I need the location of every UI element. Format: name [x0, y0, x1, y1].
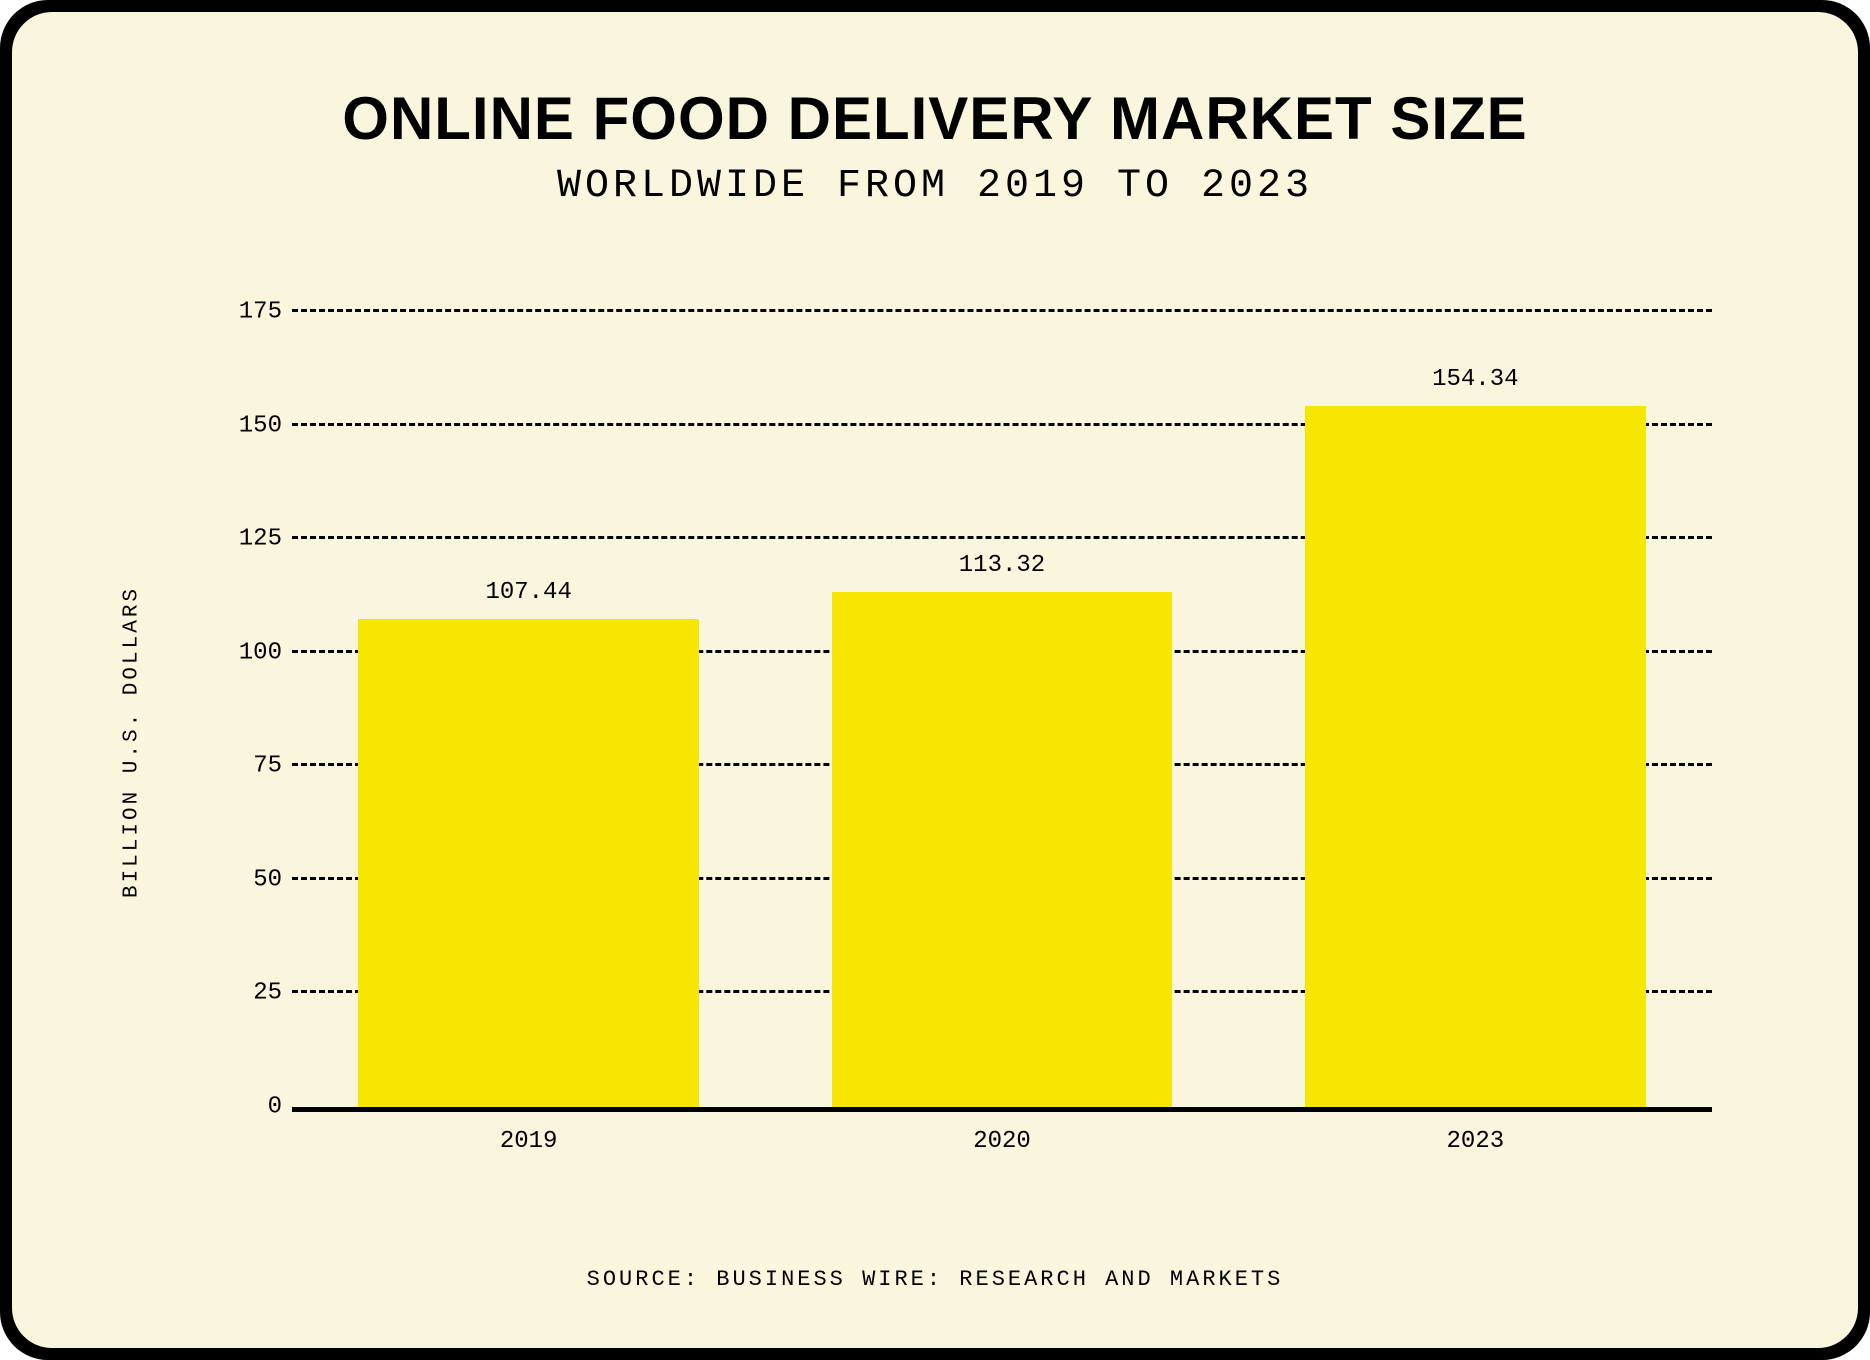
x-tick-label: 2019: [500, 1128, 558, 1155]
y-tick-label: 50: [222, 866, 282, 893]
chart-area: BILLION U.S. DOLLARS 0255075100125150175…: [192, 292, 1732, 1192]
outer-frame: ONLINE FOOD DELIVERY MARKET SIZE WORLDWI…: [0, 0, 1870, 1360]
y-tick-label: 125: [222, 526, 282, 553]
y-tick-label: 75: [222, 753, 282, 780]
gridline: [292, 309, 1712, 312]
chart-panel: ONLINE FOOD DELIVERY MARKET SIZE WORLDWI…: [12, 12, 1858, 1348]
bar: 113.32: [832, 592, 1173, 1107]
y-tick-label: 0: [222, 1094, 282, 1121]
plot-area: 0255075100125150175107.442019113.3220201…: [292, 312, 1712, 1112]
bar-value-label: 113.32: [959, 552, 1045, 579]
y-axis-label: BILLION U.S. DOLLARS: [121, 586, 144, 898]
y-tick-label: 25: [222, 980, 282, 1007]
y-tick-label: 100: [222, 639, 282, 666]
x-tick-label: 2023: [1447, 1128, 1505, 1155]
source-caption: SOURCE: BUSINESS WIRE: RESEARCH AND MARK…: [12, 1267, 1858, 1292]
bar: 154.34: [1305, 406, 1646, 1107]
chart-title: ONLINE FOOD DELIVERY MARKET SIZE: [12, 84, 1858, 153]
x-tick-label: 2020: [973, 1128, 1031, 1155]
bar-value-label: 107.44: [485, 579, 571, 606]
y-tick-label: 150: [222, 412, 282, 439]
bar-value-label: 154.34: [1432, 366, 1518, 393]
chart-subtitle: WORLDWIDE FROM 2019 TO 2023: [12, 164, 1858, 209]
bar: 107.44: [358, 619, 699, 1107]
y-tick-label: 175: [222, 299, 282, 326]
